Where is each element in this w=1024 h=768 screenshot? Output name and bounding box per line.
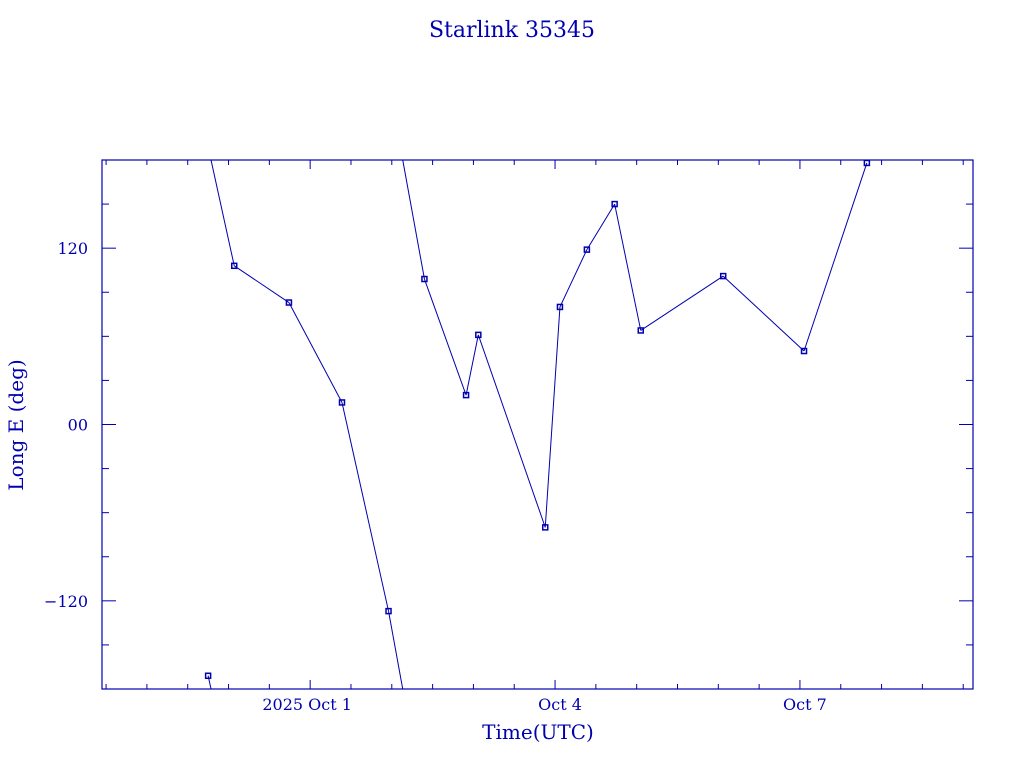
data-point xyxy=(204,672,212,680)
data-line xyxy=(207,159,868,690)
line-segment xyxy=(559,249,588,308)
data-point xyxy=(285,299,293,306)
data-point xyxy=(338,399,346,406)
line-segment xyxy=(341,402,390,612)
line-segment xyxy=(388,611,404,690)
data-point xyxy=(542,524,549,531)
chart-title: Starlink 35345 xyxy=(429,18,595,43)
y-tick-labels: −120 00 120 xyxy=(44,239,88,611)
line-segment xyxy=(614,203,642,331)
data-point xyxy=(800,347,808,355)
y-tick-label: 00 xyxy=(68,416,88,435)
line-segment xyxy=(210,159,235,266)
line-segment xyxy=(233,265,290,303)
y-tick-label: 120 xyxy=(57,239,88,258)
data-point xyxy=(385,607,392,615)
data-point xyxy=(475,331,482,339)
line-segment xyxy=(586,203,616,250)
line-segment xyxy=(402,159,425,280)
line-segment xyxy=(640,275,724,331)
data-point xyxy=(637,327,645,334)
y-tick-label: −120 xyxy=(44,592,88,611)
data-point xyxy=(230,262,238,270)
y-axis-label: Long E (deg) xyxy=(4,359,28,490)
data-point xyxy=(556,303,564,311)
line-segment xyxy=(465,334,479,396)
data-point xyxy=(611,200,618,208)
x-tick-labels: 2025 Oct 1 Oct 4 Oct 7 xyxy=(262,695,826,714)
data-point xyxy=(462,391,470,399)
x-tick-label: Oct 4 xyxy=(538,695,582,714)
line-segment xyxy=(544,306,561,528)
data-points xyxy=(204,159,871,680)
line-segment xyxy=(288,302,343,403)
data-point xyxy=(421,275,428,283)
line-segment xyxy=(423,278,467,396)
axis-ticks xyxy=(102,160,973,689)
x-tick-label: 2025 Oct 1 xyxy=(262,695,352,714)
data-point xyxy=(719,272,727,280)
line-segment xyxy=(803,162,868,352)
line-segment xyxy=(477,334,546,528)
data-point xyxy=(863,159,871,167)
x-axis-label: Time(UTC) xyxy=(482,720,594,744)
x-tick-label: Oct 7 xyxy=(783,695,827,714)
line-segment xyxy=(722,275,805,352)
plot-frame xyxy=(101,159,974,690)
data-point xyxy=(583,246,591,253)
